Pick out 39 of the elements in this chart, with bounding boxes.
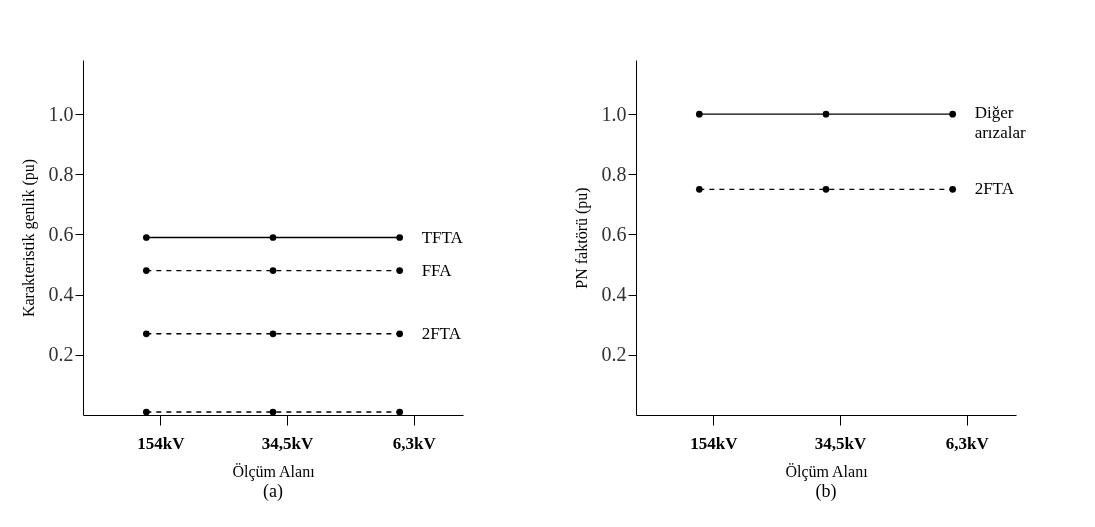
point	[396, 330, 404, 338]
y-axis-title: PN faktörü (pu)	[572, 187, 591, 289]
point	[396, 267, 404, 274]
y-tick-label: 0.2	[48, 343, 74, 366]
y-tick-label: 1.0	[48, 102, 74, 125]
series-label: 2FTA	[421, 323, 462, 343]
y-tick-label: 0.6	[48, 222, 74, 245]
point	[269, 330, 277, 338]
series-label: 2FTA	[974, 179, 1015, 199]
y-tick-label: 0.8	[48, 162, 74, 185]
y-tick-label: 0.8	[601, 162, 627, 185]
point	[142, 267, 150, 274]
y-tick-label: 0.4	[601, 283, 627, 306]
point	[269, 234, 277, 241]
y-tick-label: 0.4	[48, 283, 74, 306]
text: (b)	[815, 481, 837, 502]
point	[396, 234, 404, 241]
series-label: TFTA	[421, 227, 464, 247]
x-axis-title: Ölçüm Alanı	[785, 462, 869, 481]
y-tick-label: 1.0	[601, 102, 627, 125]
x-tick-label: 6,3kV	[945, 433, 990, 453]
point	[396, 408, 404, 416]
x-tick-label: 154kV	[690, 433, 739, 453]
point	[142, 330, 150, 338]
point	[269, 408, 277, 416]
x-tick-label: 34,5kV	[814, 433, 867, 453]
point	[269, 267, 277, 274]
series-label: Diğer arızalar	[974, 103, 1026, 143]
x-tick-label: 154kV	[137, 433, 186, 453]
point	[142, 234, 150, 241]
x-tick-label: 6,3kV	[392, 433, 437, 453]
point	[142, 408, 150, 416]
y-tick-label: 0.6	[601, 222, 627, 245]
x-tick-label: 34,5kV	[261, 433, 314, 453]
x-axis-title: Ölçüm Alanı	[232, 462, 316, 481]
y-tick-label: 0.2	[601, 343, 627, 366]
y-axis-title: Karakteristik genlik (pu)	[19, 158, 38, 318]
series-label: FFA	[421, 260, 453, 280]
text: (a)	[263, 481, 283, 502]
